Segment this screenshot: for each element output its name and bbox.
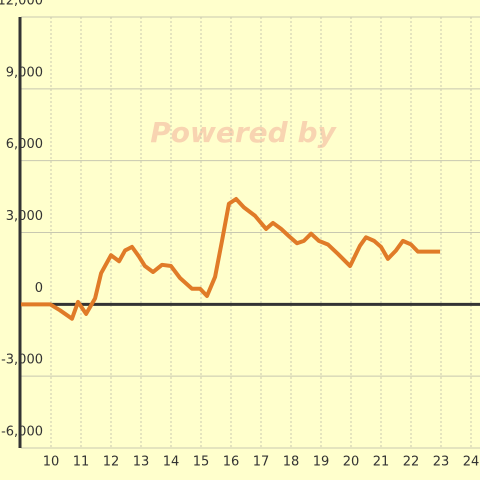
- x-tick-label: 19: [313, 455, 330, 470]
- x-tick-label: 10: [43, 455, 60, 470]
- x-tick-label: 12: [103, 455, 120, 470]
- y-tick-label: 12,000: [0, 0, 43, 9]
- y-tick-label: -3,000: [1, 353, 43, 368]
- x-tick-label: 16: [223, 455, 240, 470]
- x-tick-label: 21: [373, 455, 390, 470]
- y-tick-label: 3,000: [6, 209, 43, 224]
- x-tick-label: 18: [283, 455, 300, 470]
- x-tick-label: 22: [403, 455, 420, 470]
- y-tick-label: 9,000: [6, 65, 43, 80]
- x-tick-label: 11: [73, 455, 90, 470]
- x-tick-label: 17: [253, 455, 270, 470]
- x-tick-label: 20: [343, 455, 360, 470]
- x-tick-label: 24: [463, 455, 480, 470]
- x-tick-label: 15: [193, 455, 210, 470]
- x-tick-label: 23: [433, 455, 450, 470]
- watermark: Powered by: [150, 116, 337, 149]
- x-tick-label: 14: [163, 455, 180, 470]
- line: [21, 196, 441, 321]
- y-tick-label: -6,000: [1, 425, 43, 440]
- x-tick-label: 13: [133, 455, 150, 470]
- y-tick-label: 0: [35, 281, 43, 296]
- y-tick-label: 6,000: [6, 137, 43, 152]
